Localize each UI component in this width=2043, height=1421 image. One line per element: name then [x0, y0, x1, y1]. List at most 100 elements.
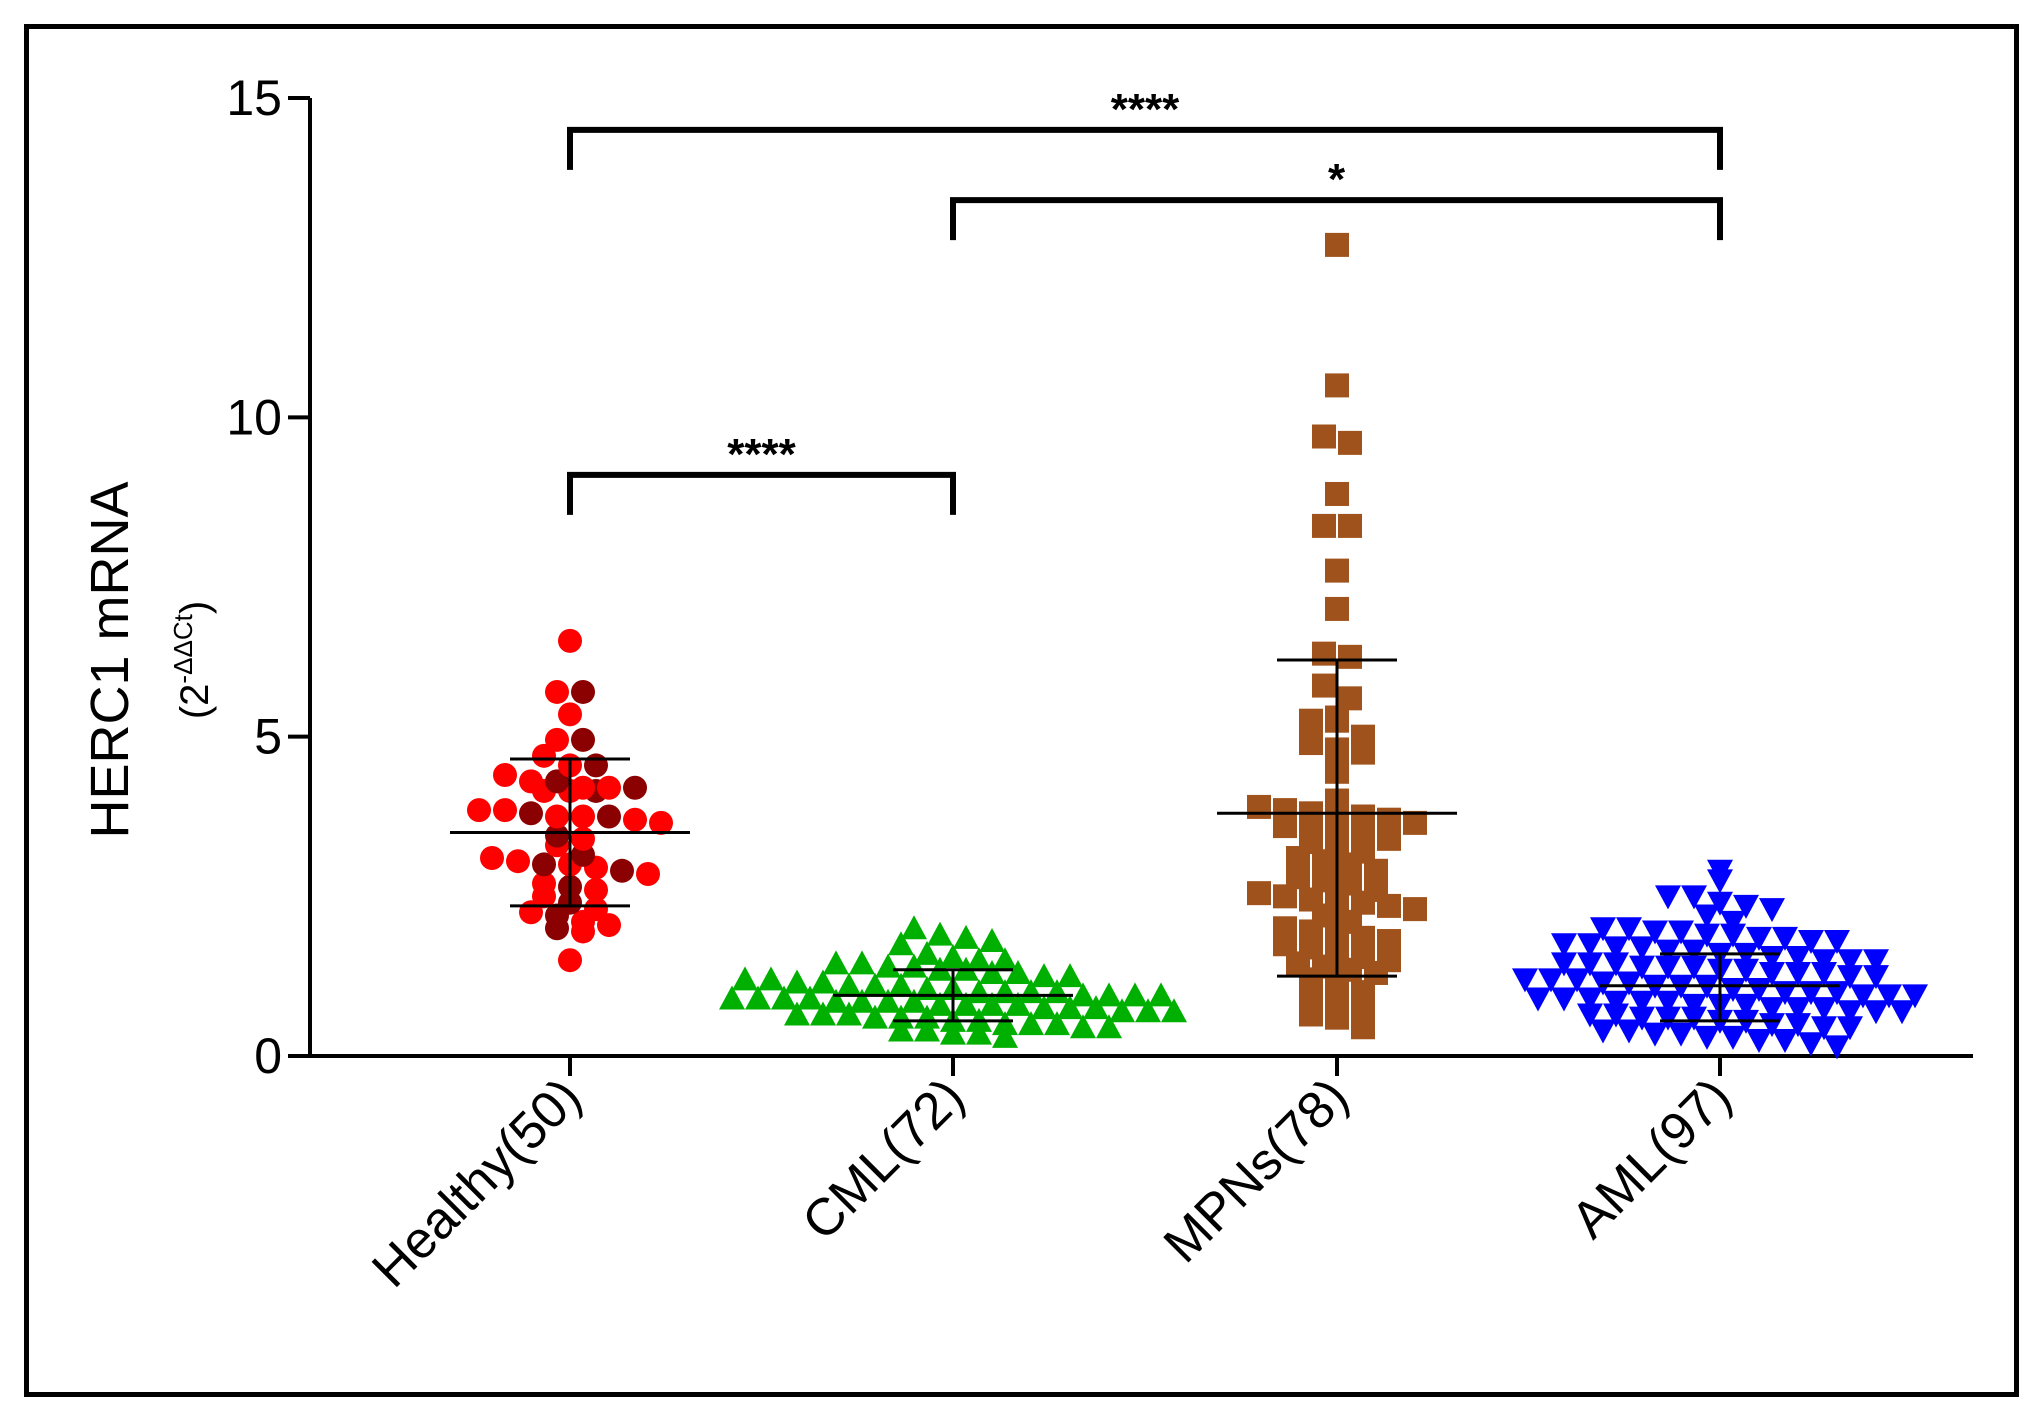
data-point	[1338, 686, 1362, 711]
data-point	[1018, 979, 1044, 1004]
data-point	[914, 1004, 940, 1029]
data-point	[1325, 558, 1349, 583]
data-point	[862, 1004, 888, 1029]
data-point	[1629, 990, 1655, 1015]
data-point	[1031, 995, 1057, 1020]
data-point	[545, 823, 569, 848]
data-point	[1005, 959, 1031, 984]
data-point	[1837, 1000, 1863, 1025]
data-point	[1772, 926, 1798, 951]
significance-bracket	[567, 126, 1723, 170]
y-axis-unit-exponent: -ΔΔCt	[168, 613, 198, 683]
data-point	[1070, 982, 1096, 1007]
data-point	[1759, 1013, 1785, 1038]
data-point	[493, 762, 517, 787]
data-point	[571, 679, 595, 704]
data-point	[545, 769, 569, 794]
data-point	[1694, 923, 1720, 948]
data-point	[797, 985, 823, 1010]
data-point	[649, 810, 673, 835]
data-point	[558, 948, 582, 973]
data-point	[1044, 1011, 1070, 1036]
data-point	[1824, 1035, 1850, 1060]
data-point	[1590, 971, 1616, 996]
data-point	[1720, 910, 1746, 935]
data-point	[1837, 1016, 1863, 1041]
data-point	[1312, 641, 1336, 666]
data-point	[1603, 990, 1629, 1015]
data-point	[1551, 933, 1577, 958]
data-point	[940, 944, 966, 969]
y-tick-label: 0	[254, 1028, 282, 1084]
data-point	[467, 798, 491, 823]
data-point	[1577, 952, 1603, 977]
data-point	[1694, 904, 1720, 929]
data-point	[1338, 430, 1362, 455]
data-point	[1746, 977, 1772, 1002]
data-point	[1096, 982, 1122, 1007]
data-point	[1746, 1029, 1772, 1054]
data-point	[1403, 897, 1427, 922]
data-point	[979, 959, 1005, 984]
data-point	[1083, 995, 1109, 1020]
data-point	[1811, 997, 1837, 1022]
data-point	[1785, 961, 1811, 986]
data-point	[493, 798, 517, 823]
data-point	[927, 921, 953, 946]
data-point	[584, 897, 608, 922]
data-point	[623, 775, 647, 800]
data-points	[467, 232, 1928, 1060]
data-point	[1785, 997, 1811, 1022]
y-axis-title-group: HERC1 mRNA (2-ΔΔCt)	[80, 481, 217, 838]
data-point	[1148, 982, 1174, 1007]
data-point	[1655, 939, 1681, 964]
data-point	[1590, 917, 1616, 942]
data-point	[914, 940, 940, 965]
significance-label: ****	[1111, 85, 1180, 134]
data-point	[545, 804, 569, 829]
data-point	[966, 979, 992, 1004]
y-tick-label: 10	[226, 389, 282, 445]
data-point	[1031, 963, 1057, 988]
data-point	[1109, 998, 1135, 1023]
data-point	[597, 913, 621, 938]
data-point	[1642, 920, 1668, 945]
data-point	[1325, 373, 1349, 398]
data-point	[571, 804, 595, 829]
data-point	[1655, 1006, 1681, 1031]
data-point	[1312, 424, 1336, 449]
data-point	[571, 826, 595, 851]
data-point	[558, 702, 582, 727]
data-point	[1759, 961, 1785, 986]
data-point	[1044, 979, 1070, 1004]
data-point	[558, 628, 582, 653]
data-point	[1616, 1019, 1642, 1044]
x-tick-label: Healthy(50)	[361, 1067, 592, 1298]
x-tick-label: MPNs(78)	[1153, 1067, 1359, 1273]
data-point	[888, 972, 914, 997]
data-point	[1811, 961, 1837, 986]
data-point	[1096, 1014, 1122, 1039]
data-point	[1785, 946, 1811, 971]
data-point	[1707, 859, 1733, 884]
data-point	[1338, 644, 1362, 669]
data-point	[1824, 930, 1850, 955]
data-point	[1902, 984, 1928, 1009]
data-point	[992, 979, 1018, 1004]
data-point	[1325, 596, 1349, 621]
data-point	[823, 950, 849, 975]
data-point	[1733, 993, 1759, 1018]
significance-bracket	[950, 197, 1723, 241]
data-point	[1603, 1003, 1629, 1028]
data-point	[1247, 794, 1271, 819]
y-ticks: 0 5 10 15	[226, 70, 310, 1084]
data-point	[1577, 987, 1603, 1012]
data-point	[545, 679, 569, 704]
data-point	[875, 953, 901, 978]
data-point	[532, 871, 556, 896]
data-point	[1057, 995, 1083, 1020]
data-point	[1811, 949, 1837, 974]
data-point	[1273, 798, 1297, 823]
data-point	[979, 991, 1005, 1016]
